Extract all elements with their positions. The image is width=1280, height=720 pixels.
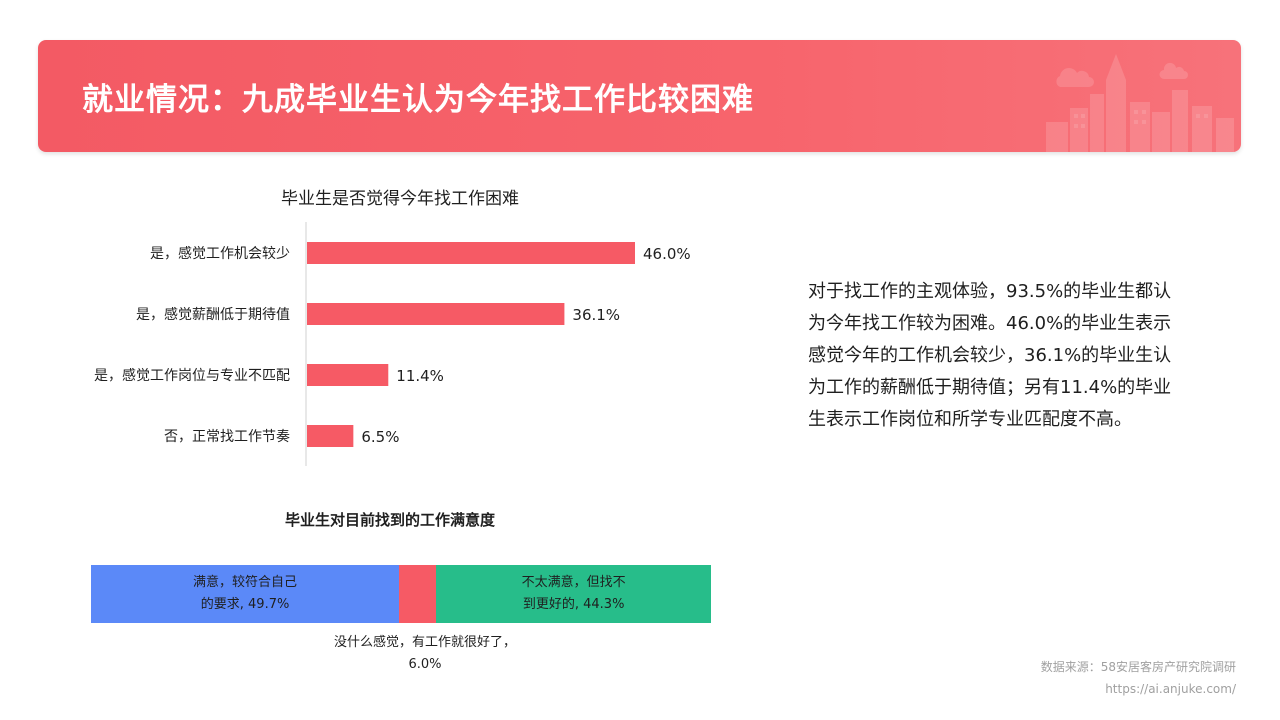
segment-unsatisfied-label-line: 不太满意，但找不	[521, 575, 626, 590]
bar	[307, 303, 565, 325]
source-line: 数据来源：58安居客房产研究院调研	[1040, 660, 1236, 674]
page-title: 就业情况：九成毕业生认为今年找工作比较困难	[82, 82, 754, 118]
bar	[307, 425, 354, 447]
bar	[307, 242, 635, 264]
title-banner: 就业情况：九成毕业生认为今年找工作比较困难	[38, 40, 1241, 152]
category-label: 是，感觉工作机会较少	[150, 245, 290, 262]
segment-satisfied-label: 满意，较符合自己 的要求, 49.7%	[175, 572, 315, 616]
value-label: 11.4%	[396, 367, 444, 385]
value-label: 36.1%	[572, 306, 620, 324]
segment-unsatisfied-label-line: 到更好的, 44.3%	[522, 597, 625, 612]
description-text: 对于找工作的主观体验，93.5%的毕业生都认为今年找工作较为困难。46.0%的毕…	[808, 281, 1172, 430]
segment-neutral-label-line: 6.0%	[408, 657, 442, 672]
satisfaction-stacked-bar: 满意，较符合自己 的要求, 49.7% 不太满意，但找不 到更好的, 44.3%	[91, 565, 711, 623]
segment-satisfied-label-line: 满意，较符合自己	[193, 575, 298, 590]
value-label: 46.0%	[643, 245, 691, 263]
category-label: 是，感觉工作岗位与专业不匹配	[94, 367, 290, 384]
category-label: 否，正常找工作节奏	[164, 429, 290, 445]
category-label: 是，感觉薪酬低于期待值	[136, 306, 290, 323]
city-skyline-icon	[1046, 54, 1234, 152]
segment-neutral	[399, 565, 437, 623]
source-url: https://ai.anjuke.com/	[1105, 682, 1236, 696]
segment-neutral-label: 没什么感觉，有工作就很好了， 6.0%	[300, 632, 550, 676]
segment-unsatisfied: 不太满意，但找不 到更好的, 44.3%	[436, 565, 711, 623]
segment-unsatisfied-label: 不太满意，但找不 到更好的, 44.3%	[504, 572, 644, 616]
value-label: 6.5%	[361, 428, 399, 446]
segment-neutral-label-line: 没什么感觉，有工作就很好了，	[333, 635, 516, 650]
source-note: 数据来源：58安居客房产研究院调研 https://ai.anjuke.com/	[1041, 656, 1236, 700]
bar	[307, 364, 389, 386]
segment-satisfied-label-line: 的要求, 49.7%	[200, 597, 290, 612]
difficulty-bar-chart: 是，感觉工作机会较少 46.0% 是，感觉薪酬低于期待值 36.1% 是，感觉工作岗位与…	[94, 222, 691, 466]
bar-chart-title: 毕业生是否觉得今年找工作困难	[281, 189, 519, 209]
segment-satisfied: 满意，较符合自己 的要求, 49.7%	[91, 565, 400, 623]
satisfaction-chart-title: 毕业生对目前找到的工作满意度	[284, 511, 495, 529]
